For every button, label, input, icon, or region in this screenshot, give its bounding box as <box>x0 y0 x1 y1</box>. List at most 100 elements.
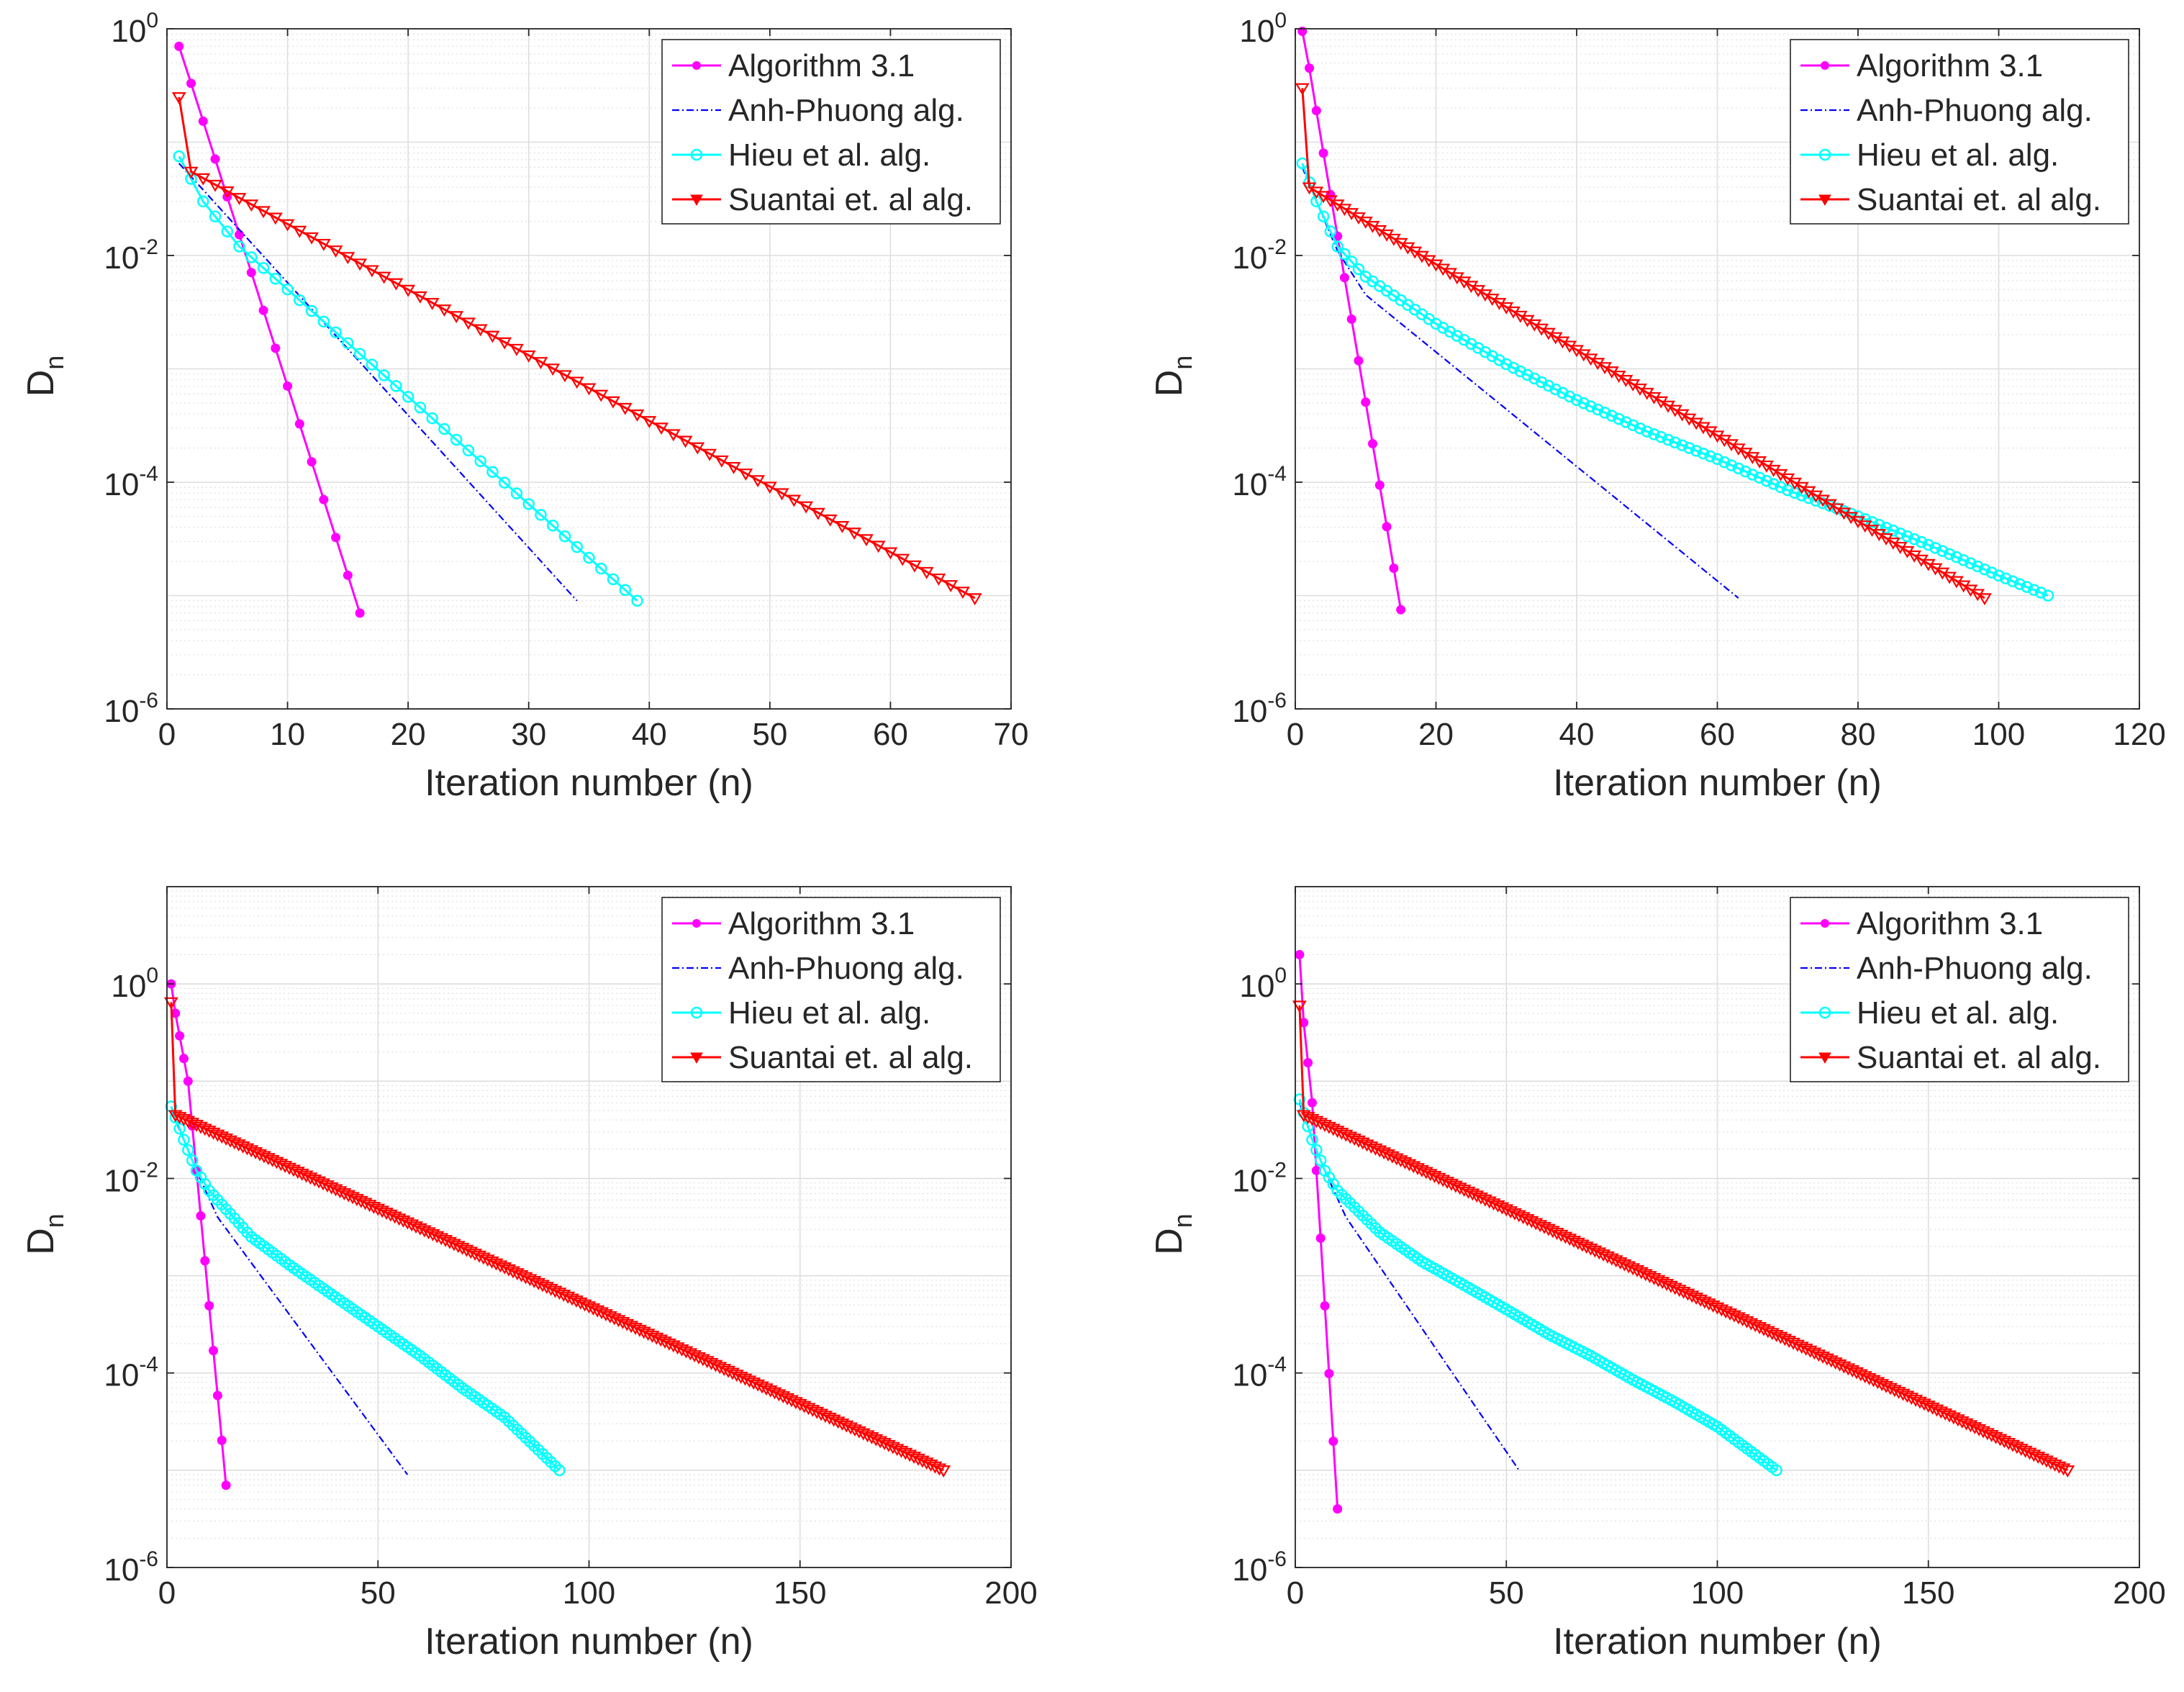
y-tick-label: 10-2 <box>104 235 158 276</box>
data-point <box>2056 1463 2071 1476</box>
series-hieu-et-al-alg <box>1296 157 2054 602</box>
data-point <box>1311 1165 1321 1175</box>
data-point <box>175 1031 185 1041</box>
data-point <box>1315 1233 1326 1243</box>
data-point <box>1521 368 1533 381</box>
legend-entry: Hieu et al. alg. <box>672 137 930 173</box>
data-point <box>221 225 234 237</box>
data-point <box>1333 1504 1343 1514</box>
data-point <box>1662 433 1675 446</box>
data-point <box>209 210 222 222</box>
data-point <box>328 245 343 258</box>
legend-entry: Anh-Phuong alg. <box>672 93 964 128</box>
data-point <box>2034 587 2047 599</box>
data-point <box>178 1054 189 1064</box>
y-axis-label-sub: n <box>40 1213 69 1228</box>
data-point <box>1613 412 1625 425</box>
legend: Algorithm 3.1 Anh-Phuong alg. Hieu et al. … <box>1790 39 2129 225</box>
data-point <box>1725 459 1738 471</box>
data-point <box>1311 106 1321 116</box>
legend: Algorithm 3.1 Anh-Phuong alg. Hieu et al. … <box>661 39 1001 225</box>
y-tick-exponent: -2 <box>139 235 158 259</box>
data-point <box>245 251 258 263</box>
data-point <box>606 396 620 409</box>
data-point <box>376 271 391 284</box>
data-point <box>619 584 632 597</box>
data-point <box>1620 416 1632 428</box>
legend-label: Hieu et al. alg. <box>1857 137 2059 173</box>
data-point <box>1971 560 1984 573</box>
data-point <box>1535 376 1548 389</box>
legend-marker <box>692 919 701 928</box>
data-point <box>1880 522 1893 534</box>
data-point <box>1894 527 1906 540</box>
y-tick-base: 10 <box>111 14 146 49</box>
legend-entry: Suantai et. al alg. <box>672 182 973 217</box>
y-tick-label: 10-2 <box>1232 1158 1287 1198</box>
data-point <box>1887 524 1900 537</box>
data-point <box>281 283 294 296</box>
data-point <box>1331 240 1344 253</box>
data-point <box>1626 419 1639 432</box>
data-point <box>294 294 306 307</box>
data-point <box>292 225 307 238</box>
y-axis-label: Dn <box>1148 1213 1197 1255</box>
legend-entry: Algorithm 3.1 <box>672 906 915 941</box>
data-point <box>1965 557 1977 569</box>
x-axis-label: Iteration number (n) <box>1553 762 1882 804</box>
data-point <box>1320 1300 1330 1311</box>
data-point <box>1648 428 1660 440</box>
data-point <box>1634 422 1646 435</box>
x-tick-label: 70 <box>994 717 1029 752</box>
legend-marker <box>690 1052 703 1064</box>
data-point <box>1549 383 1562 396</box>
data-point <box>823 514 838 527</box>
data-point <box>1295 949 1305 959</box>
chart-panel-1: 0 10 20 30 40 50 60 7010010-210-410-6Iteration … <box>20 9 1028 804</box>
legend-entry: Hieu et al. alg. <box>672 995 930 1031</box>
legend-marker <box>690 194 703 207</box>
data-point <box>2042 589 2054 602</box>
data-point <box>1542 379 1555 392</box>
data-point <box>594 389 609 402</box>
data-point <box>617 402 633 415</box>
data-point <box>1922 538 1934 551</box>
data-point <box>412 291 427 304</box>
data-point <box>438 422 450 435</box>
x-tick-label: 100 <box>1972 717 2025 752</box>
y-tick-base: 10 <box>104 1552 139 1588</box>
data-point <box>1718 456 1731 469</box>
data-point <box>425 298 440 310</box>
data-point <box>1908 533 1921 546</box>
y-axis-label-sub: n <box>1168 1213 1197 1228</box>
y-tick-base: 10 <box>1239 14 1274 49</box>
y-tick-base: 10 <box>1239 969 1274 1004</box>
legend-box <box>661 39 1001 225</box>
y-tick-exponent: -6 <box>1267 689 1287 712</box>
series-suantai-et-al-alg <box>171 92 982 606</box>
data-point <box>2028 584 2040 596</box>
data-point <box>509 343 524 356</box>
data-point <box>450 433 463 446</box>
data-point <box>186 1154 199 1167</box>
data-point <box>1641 425 1653 438</box>
data-point <box>1293 1093 1306 1105</box>
data-point <box>235 230 245 240</box>
data-point <box>810 507 825 520</box>
data-point <box>461 317 476 330</box>
data-point <box>414 401 427 414</box>
data-point <box>932 1463 947 1476</box>
series-suantai-et-al-alg <box>163 997 951 1478</box>
data-point <box>751 475 766 488</box>
series-line <box>1298 954 1339 1509</box>
data-point <box>1676 439 1688 451</box>
legend-entry: Hieu et al. alg. <box>1800 995 2059 1031</box>
data-point <box>498 476 511 489</box>
data-point <box>678 435 693 448</box>
data-point <box>1374 480 1385 490</box>
legend-entry: Hieu et al. alg. <box>1800 137 2059 173</box>
data-point <box>558 370 572 383</box>
data-point <box>835 521 850 533</box>
legend-marker <box>690 148 703 161</box>
